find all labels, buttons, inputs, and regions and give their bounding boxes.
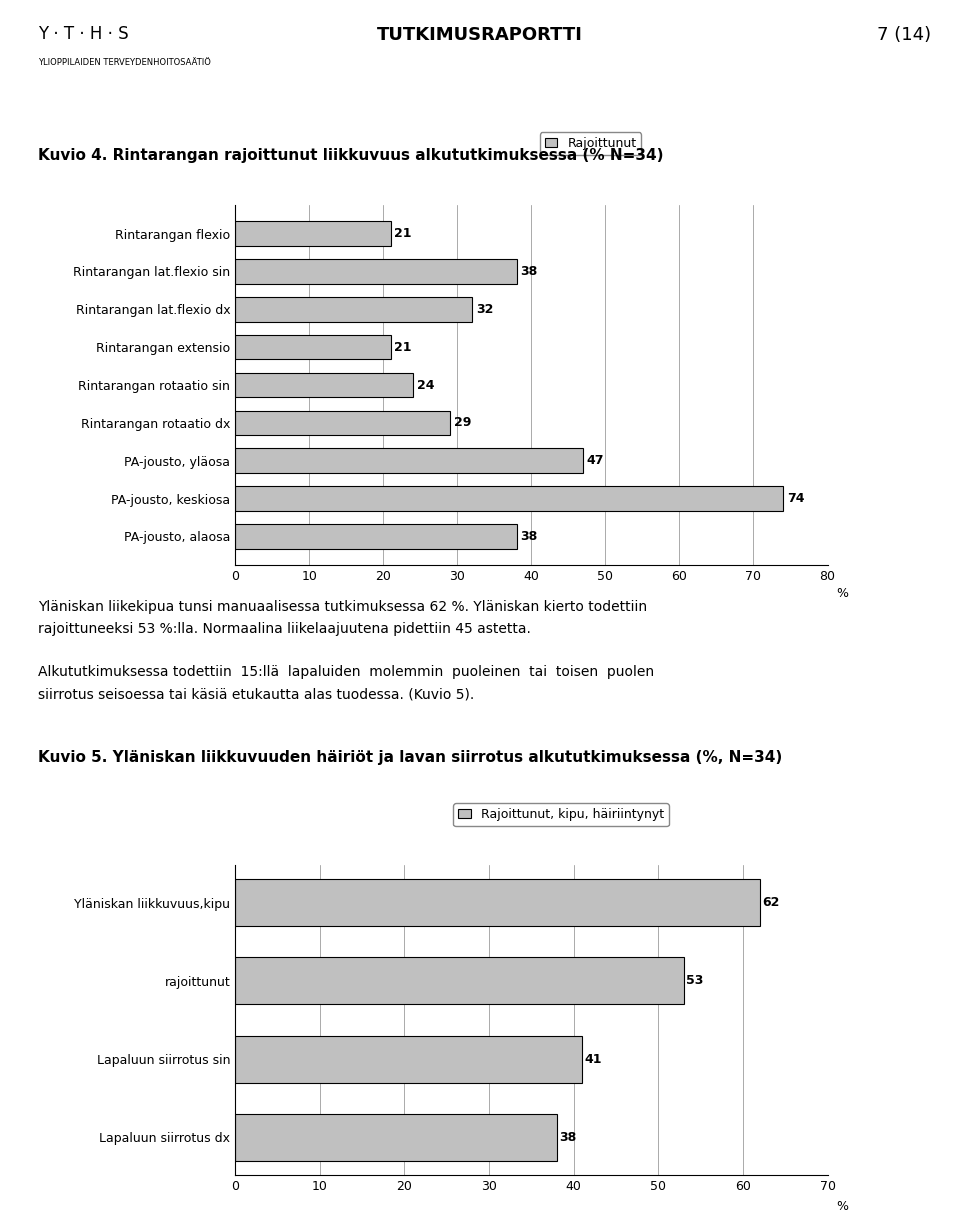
Bar <box>235 1114 557 1161</box>
Text: 47: 47 <box>587 454 605 467</box>
Text: 7 (14): 7 (14) <box>877 26 931 44</box>
Bar <box>235 958 684 1004</box>
Bar <box>235 335 391 359</box>
Text: 32: 32 <box>476 303 493 316</box>
Text: 62: 62 <box>762 896 780 909</box>
Text: Y · T · H · S: Y · T · H · S <box>38 26 129 43</box>
Text: Alkututkimuksessa todettiin  15:llä  lapaluiden  molemmin  puoleinen  tai  toise: Alkututkimuksessa todettiin 15:llä lapal… <box>38 664 655 679</box>
Text: 21: 21 <box>395 228 412 240</box>
Bar <box>235 525 516 549</box>
Text: 24: 24 <box>417 378 434 392</box>
Text: 38: 38 <box>560 1131 577 1144</box>
Text: 53: 53 <box>686 975 704 987</box>
Bar <box>235 297 472 321</box>
Text: Kuvio 4. Rintarangan rajoittunut liikkuvuus alkututkimuksessa (% N=34): Kuvio 4. Rintarangan rajoittunut liikkuv… <box>38 148 664 163</box>
Text: 21: 21 <box>395 341 412 354</box>
Bar <box>235 410 450 436</box>
Bar <box>235 448 583 473</box>
Text: %: % <box>836 1200 849 1213</box>
Text: Kuvio 5. Yläniskan liikkuvuuden häiriöt ja lavan siirrotus alkututkimuksessa (%,: Kuvio 5. Yläniskan liikkuvuuden häiriöt … <box>38 750 782 765</box>
Bar <box>235 221 391 246</box>
Text: Yläniskan liikekipua tunsi manuaalisessa tutkimuksessa 62 %. Yläniskan kierto to: Yläniskan liikekipua tunsi manuaalisessa… <box>38 600 648 615</box>
Text: TUTKIMUSRAPORTTI: TUTKIMUSRAPORTTI <box>377 26 583 44</box>
Text: 38: 38 <box>520 529 538 543</box>
Bar <box>235 487 783 511</box>
Bar <box>235 372 413 397</box>
Text: 38: 38 <box>520 265 538 277</box>
Text: %: % <box>836 587 849 600</box>
Text: rajoittuneeksi 53 %:lla. Normaalina liikelaajuutena pidettiin 45 astetta.: rajoittuneeksi 53 %:lla. Normaalina liik… <box>38 622 531 636</box>
Text: YLIOPPILAIDEN TERVEYDENHOITOSAÄTIÖ: YLIOPPILAIDEN TERVEYDENHOITOSAÄTIÖ <box>38 58 211 67</box>
Text: 29: 29 <box>454 416 471 430</box>
Bar <box>235 259 516 284</box>
Legend: Rajoittunut, kipu, häiriintynyt: Rajoittunut, kipu, häiriintynyt <box>453 803 669 826</box>
Text: 74: 74 <box>787 492 804 505</box>
Bar <box>235 879 759 926</box>
Text: 41: 41 <box>585 1053 602 1066</box>
Bar <box>235 1036 582 1083</box>
Text: siirrotus seisoessa tai käsiä etukautta alas tuodessa. (Kuvio 5).: siirrotus seisoessa tai käsiä etukautta … <box>38 688 474 701</box>
Legend: Rajoittunut: Rajoittunut <box>540 133 641 155</box>
